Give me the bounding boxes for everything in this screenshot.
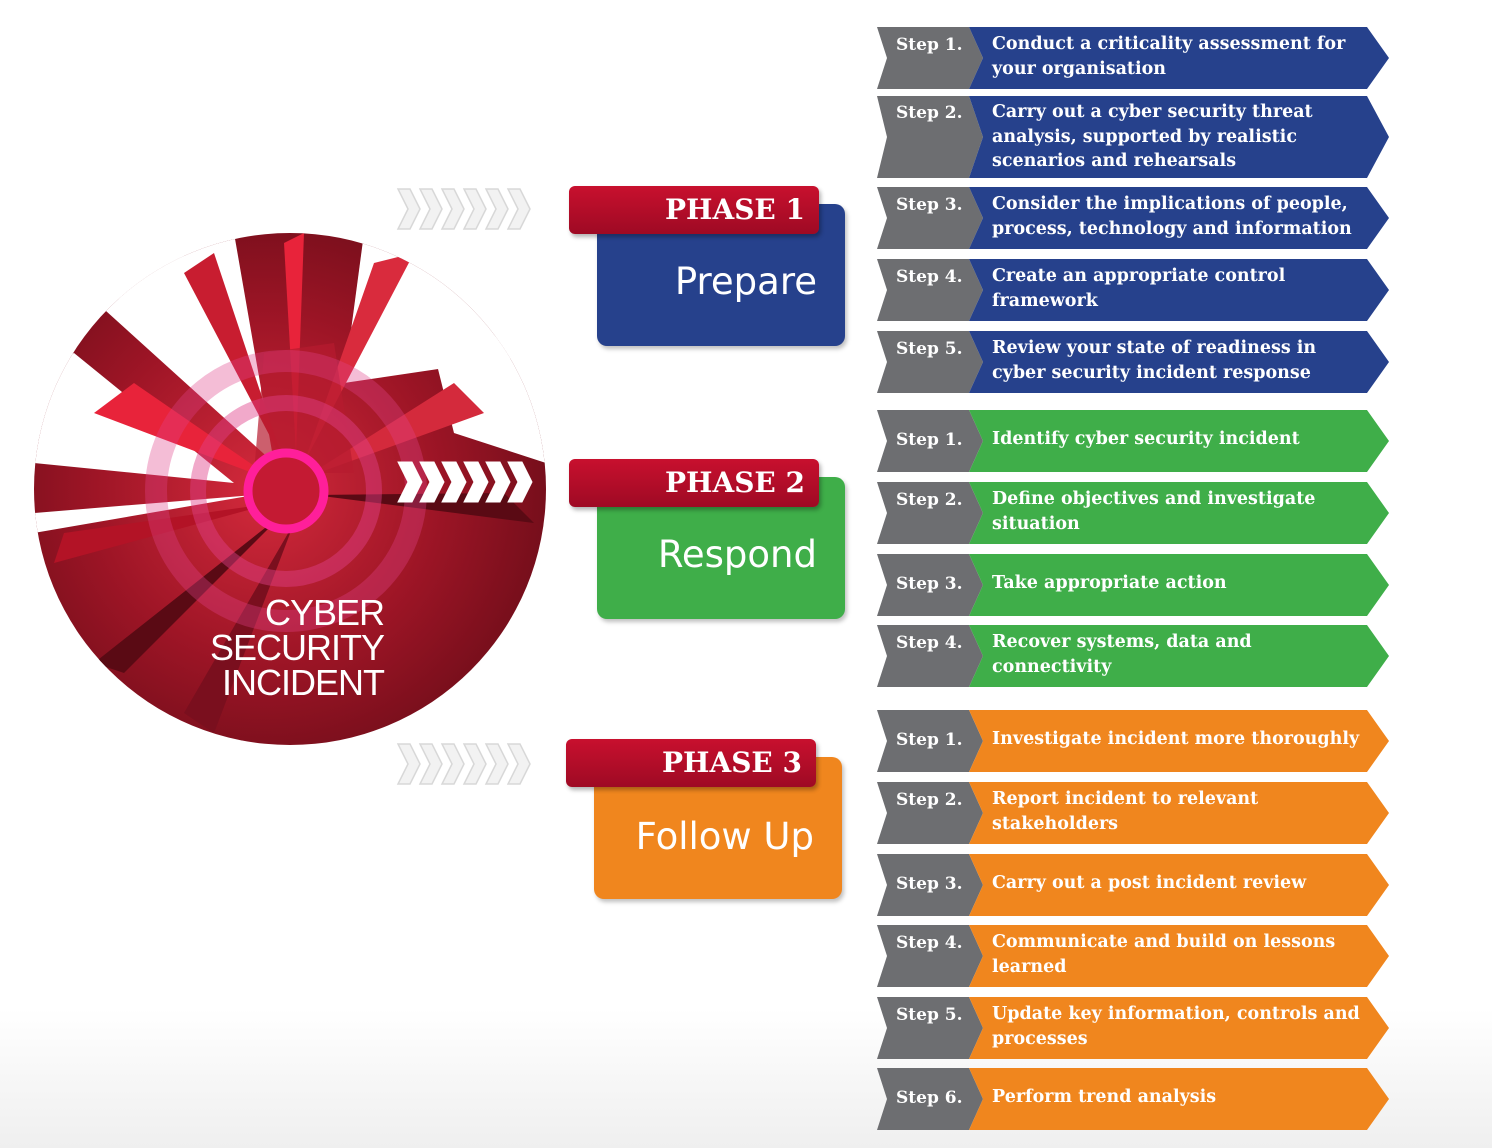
step-description: Conduct a criticality assessment for you…	[992, 34, 1346, 79]
phase-name: Respond	[657, 533, 817, 576]
step-arrow: Step 1. Identify cyber security incident	[877, 410, 1389, 472]
step-description: Review your state of readiness in cyber …	[992, 338, 1317, 383]
step-arrow-shape	[877, 187, 1389, 249]
step-arrow-shape	[877, 782, 1389, 844]
step-arrow: Step 4. Communicate and build on lessons …	[877, 925, 1389, 987]
step-description: Consider the implications of people, pro…	[992, 194, 1352, 239]
incident-label-line: SECURITY	[209, 627, 385, 668]
step-number: Step 2.	[896, 790, 963, 810]
step-description: Update key information, controls and pro…	[992, 1004, 1360, 1049]
cyber-incident-graphic: CYBER SECURITY INCIDENT	[34, 233, 546, 745]
step-arrow: Step 3. Consider the implications of peop…	[877, 187, 1389, 249]
incident-label: CYBER SECURITY INCIDENT	[209, 592, 385, 703]
step-arrow-shape	[877, 1068, 1389, 1130]
step-arrow-shape	[877, 331, 1389, 393]
step-number: Step 5.	[896, 1005, 963, 1025]
step-description: Report incident to relevant stakeholders	[992, 789, 1259, 834]
step-arrow: Step 4. Create an appropriate control fra…	[877, 259, 1389, 321]
step-description: Recover systems, data and connectivity	[992, 632, 1252, 677]
chevron-arrows-icon	[396, 186, 546, 232]
phase-tag: PHASE 3	[566, 739, 816, 787]
chevron-arrows-icon	[396, 459, 546, 505]
step-arrow-shape	[877, 27, 1389, 89]
step-arrow: Step 2. Carry out a cyber security threat…	[877, 96, 1389, 178]
step-number: Step 5.	[896, 339, 963, 359]
step-number: Step 4.	[896, 933, 963, 953]
phase-tag-label: PHASE 2	[664, 466, 805, 499]
step-arrow: Step 2. Report incident to relevant stake…	[877, 782, 1389, 844]
step-number: Step 3.	[896, 195, 963, 215]
step-arrow-shape	[877, 925, 1389, 987]
step-arrow-shape	[877, 482, 1389, 544]
step-arrow-shape	[877, 259, 1389, 321]
step-number: Step 1.	[896, 730, 963, 750]
step-description: Carry out a cyber security threat analys…	[992, 102, 1313, 171]
step-description: Create an appropriate control framework	[992, 266, 1286, 311]
step-description: Perform trend analysis	[992, 1087, 1217, 1107]
step-arrow: Step 6. Perform trend analysis	[877, 1068, 1389, 1130]
step-arrow: Step 5. Update key information, controls …	[877, 997, 1389, 1059]
step-arrow: Step 1. Conduct a criticality assessment …	[877, 27, 1389, 89]
step-arrow: Step 1. Investigate incident more thoroug…	[877, 710, 1389, 772]
shattered-circle-icon	[34, 233, 546, 745]
phase-tag-label: PHASE 3	[661, 746, 802, 779]
phase-name: Prepare	[674, 260, 817, 303]
step-number: Step 3.	[896, 574, 963, 594]
step-arrow-shape	[877, 854, 1389, 916]
step-arrow-shape	[877, 710, 1389, 772]
step-arrow-shape	[877, 997, 1389, 1059]
step-arrow-shape	[877, 410, 1389, 472]
step-arrow-shape	[877, 625, 1389, 687]
incident-label-line: CYBER	[264, 592, 385, 633]
step-arrow: Step 3. Carry out a post incident review	[877, 854, 1389, 916]
step-number: Step 3.	[896, 874, 963, 894]
step-description: Communicate and build on lessons learned	[992, 932, 1336, 977]
step-number: Step 2.	[896, 490, 963, 510]
step-number: Step 4.	[896, 267, 963, 287]
step-arrow: Step 3. Take appropriate action	[877, 554, 1389, 616]
step-number: Step 6.	[896, 1088, 963, 1108]
step-arrow: Step 4. Recover systems, data and connect…	[877, 625, 1389, 687]
step-arrow: Step 5. Review your state of readiness in…	[877, 331, 1389, 393]
phase-tag-label: PHASE 1	[664, 193, 805, 226]
step-number: Step 1.	[896, 35, 963, 55]
step-number: Step 2.	[896, 103, 963, 123]
incident-label-line: INCIDENT	[222, 662, 385, 703]
phase-name: Follow Up	[635, 815, 814, 858]
step-arrow-shape	[877, 554, 1389, 616]
step-description: Take appropriate action	[992, 573, 1227, 593]
step-description: Carry out a post incident review	[992, 873, 1307, 893]
step-number: Step 1.	[896, 430, 963, 450]
step-arrow-shape	[877, 96, 1389, 178]
step-arrow: Step 2. Define objectives and investigate…	[877, 482, 1389, 544]
step-description: Investigate incident more thoroughly	[992, 729, 1360, 749]
chevron-arrows-icon	[396, 741, 546, 787]
step-description: Identify cyber security incident	[992, 429, 1300, 449]
step-description: Define objectives and investigate situat…	[992, 489, 1316, 534]
phase-tag: PHASE 2	[569, 459, 819, 507]
phase-tag: PHASE 1	[569, 186, 819, 234]
step-number: Step 4.	[896, 633, 963, 653]
